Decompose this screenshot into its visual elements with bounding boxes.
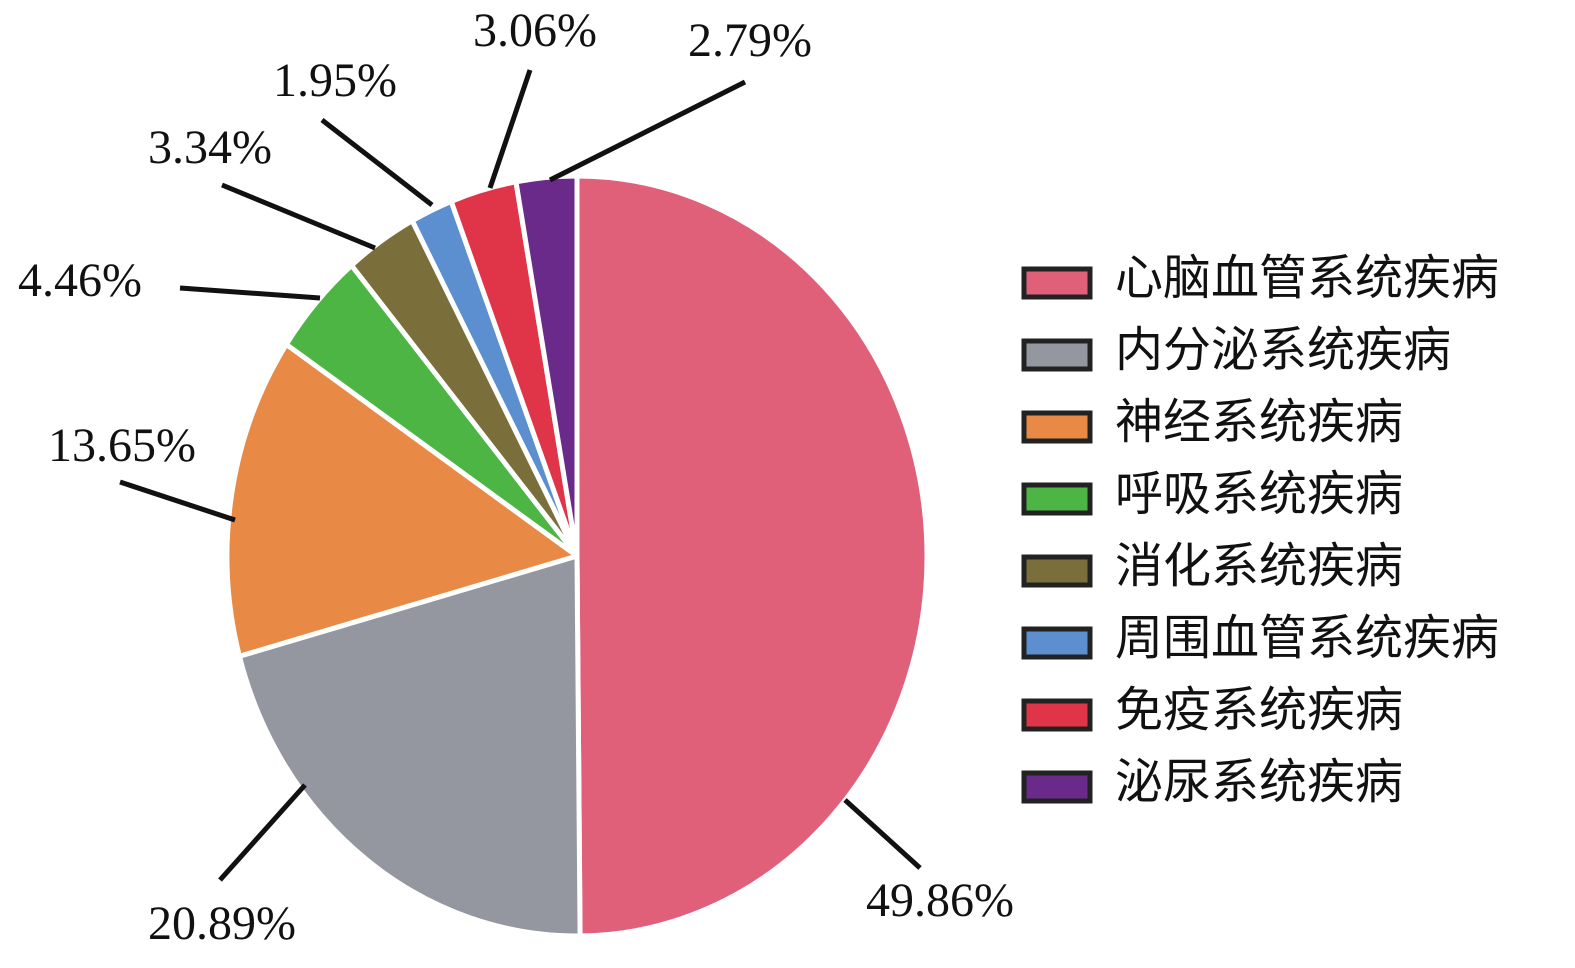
data-label: 13.65%	[48, 419, 196, 472]
leader-line	[179, 285, 321, 301]
pie-slice	[224, 341, 580, 659]
legend-swatch	[1021, 410, 1093, 444]
legend-swatch	[1021, 482, 1093, 516]
data-label: 4.46%	[18, 254, 142, 307]
legend-label: 周围血管系统疾病	[1115, 612, 1499, 665]
leader-line	[548, 79, 747, 183]
leader-line	[221, 182, 376, 251]
leader-line	[843, 798, 922, 870]
data-label: 3.34%	[148, 121, 272, 174]
pie-slice	[513, 173, 580, 559]
leader-line	[218, 783, 307, 882]
legend-label: 免疫系统疾病	[1115, 684, 1403, 737]
data-label: 20.89%	[148, 897, 296, 950]
legend-label: 心脑血管系统疾病	[1115, 252, 1499, 305]
pie-slice	[236, 553, 583, 939]
leader-line	[119, 479, 236, 523]
legend-label: 内分泌系统疾病	[1115, 324, 1451, 377]
legend-swatch	[1021, 626, 1093, 660]
data-label: 1.95%	[273, 54, 397, 107]
legend-label: 呼吸系统疾病	[1115, 468, 1403, 521]
legend-swatch	[1021, 698, 1093, 732]
legend-swatch	[1021, 770, 1093, 804]
legend-swatch	[1021, 554, 1093, 588]
legend-swatch	[1021, 266, 1093, 300]
data-label: 2.79%	[688, 14, 812, 67]
leader-line	[487, 69, 533, 189]
leader-line	[320, 118, 434, 207]
legend-label: 神经系统疾病	[1115, 396, 1403, 449]
pie-slice	[574, 173, 930, 939]
legend-label: 消化系统疾病	[1115, 540, 1403, 593]
legend-label: 泌尿系统疾病	[1115, 756, 1403, 809]
data-label: 49.86%	[866, 874, 1014, 927]
data-label: 3.06%	[473, 4, 597, 57]
legend-swatch	[1021, 338, 1093, 372]
